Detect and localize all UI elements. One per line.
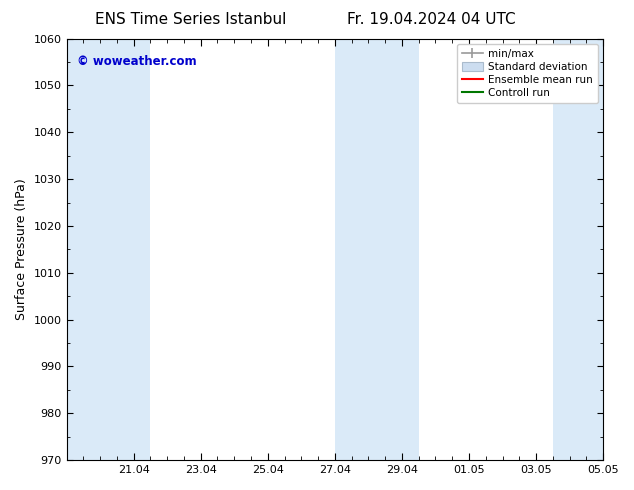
Bar xyxy=(335,39,418,460)
Text: ENS Time Series Istanbul: ENS Time Series Istanbul xyxy=(94,12,286,27)
Text: © woweather.com: © woweather.com xyxy=(77,55,197,69)
Legend: min/max, Standard deviation, Ensemble mean run, Controll run: min/max, Standard deviation, Ensemble me… xyxy=(456,44,598,103)
Bar xyxy=(553,39,607,460)
Bar xyxy=(67,39,150,460)
Y-axis label: Surface Pressure (hPa): Surface Pressure (hPa) xyxy=(15,178,28,320)
Text: Fr. 19.04.2024 04 UTC: Fr. 19.04.2024 04 UTC xyxy=(347,12,515,27)
